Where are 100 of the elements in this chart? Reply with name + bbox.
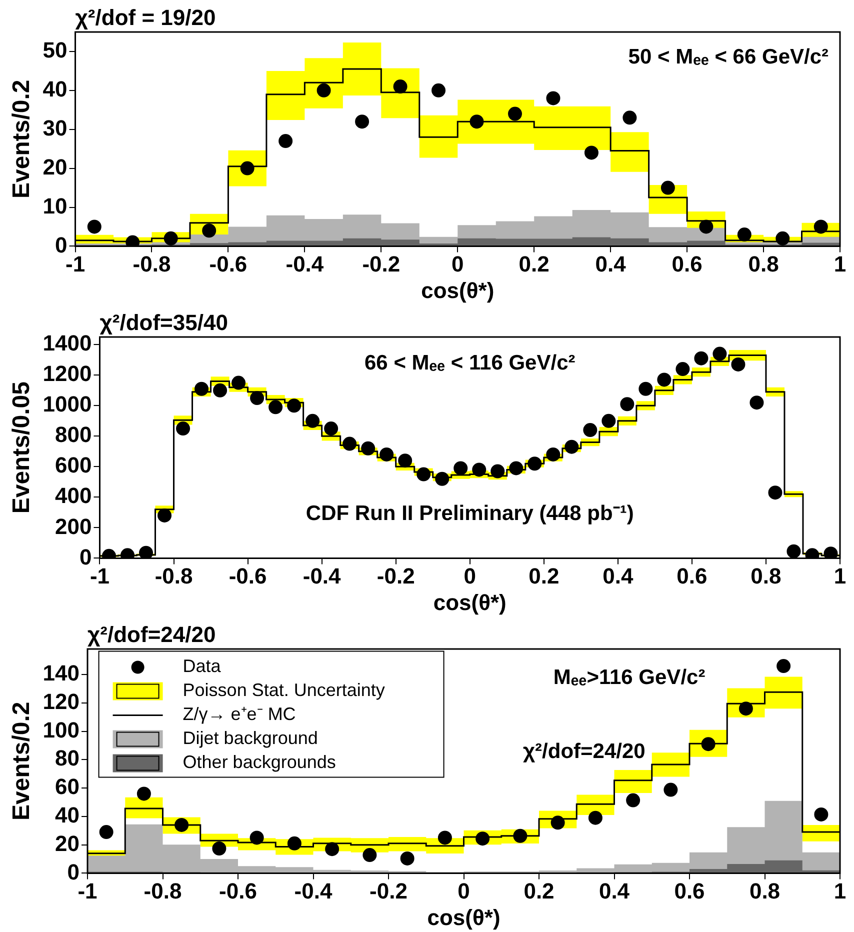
- x-tick-label: 0.4: [598, 878, 630, 904]
- y-tick-label: 800: [55, 422, 92, 448]
- point: [362, 848, 377, 862]
- y-axis-title: Events/0.05: [8, 382, 36, 514]
- x-tick-label: 0.8: [749, 878, 780, 904]
- point: [287, 836, 302, 850]
- point: [546, 91, 560, 106]
- x-tick-label: -0.8: [132, 251, 171, 276]
- y-tick-label: 100: [42, 717, 80, 742]
- x-tick-label: -0.6: [209, 251, 248, 276]
- chart-title: χ²/dof = 19/20: [75, 5, 216, 30]
- y-tick-label: 0: [55, 232, 68, 258]
- point: [657, 372, 672, 387]
- annotation: 50 < Mₑₑ < 66 GeV/c²: [628, 46, 829, 68]
- x-tick-label: 0.6: [672, 251, 702, 276]
- point: [454, 461, 468, 476]
- x-tick-label: 0.8: [748, 251, 779, 276]
- legend-label: Other backgrounds: [182, 752, 336, 772]
- x-axis-title: cos(θ*): [421, 278, 494, 303]
- x-tick-label: -0.4: [302, 563, 342, 588]
- point: [564, 440, 579, 454]
- point: [731, 357, 746, 372]
- x-tick-label: 0.4: [602, 563, 634, 588]
- point: [490, 464, 505, 478]
- x-tick-label: -1: [90, 563, 110, 588]
- y-tick-label: 1000: [42, 392, 92, 417]
- y-tick-label: 40: [42, 76, 68, 102]
- x-tick-label: 1: [834, 251, 846, 276]
- y-tick-label: 50: [42, 38, 68, 63]
- point: [509, 461, 524, 476]
- point: [472, 462, 486, 477]
- y-tick-label: 80: [55, 746, 80, 771]
- point: [250, 830, 264, 845]
- y-tick-label: 10: [42, 193, 68, 218]
- point: [316, 83, 331, 98]
- x-axis-title: cos(θ*): [427, 904, 500, 930]
- x-tick-label: 0.2: [518, 251, 550, 276]
- point: [212, 842, 226, 856]
- point: [176, 422, 190, 436]
- legend-label: Data: [182, 656, 222, 676]
- point: [622, 110, 637, 125]
- x-tick-label: -0.6: [219, 878, 257, 904]
- point: [232, 376, 246, 390]
- point: [737, 228, 752, 242]
- point: [400, 851, 414, 866]
- point: [250, 391, 264, 406]
- point: [546, 447, 560, 462]
- point: [660, 180, 675, 195]
- x-tick-label: 1: [834, 878, 846, 904]
- point: [664, 782, 678, 797]
- point: [324, 422, 338, 436]
- y-tick-label: 1200: [42, 361, 92, 386]
- y-tick-label: 0: [67, 859, 80, 884]
- y-tick-label: 120: [42, 688, 80, 714]
- annotation: χ²/dof=24/20: [522, 740, 646, 763]
- x-tick-label: 0.8: [750, 563, 782, 588]
- point: [240, 161, 254, 176]
- point: [513, 828, 528, 843]
- point: [158, 508, 172, 522]
- point: [583, 423, 598, 438]
- point: [432, 83, 446, 98]
- point: [306, 414, 320, 428]
- x-tick-label: -0.2: [362, 251, 400, 276]
- y-tick-label: 140: [42, 660, 80, 686]
- point: [287, 398, 302, 413]
- x-tick-label: -0.6: [228, 563, 267, 588]
- point: [139, 546, 154, 558]
- x-tick-label: 0: [452, 251, 464, 276]
- x-tick-label: 0: [458, 878, 470, 904]
- annotation: Mₑₑ>116 GeV/c²: [553, 666, 706, 689]
- x-tick-label: -0.4: [286, 251, 324, 276]
- x-tick-label: -1: [78, 878, 98, 904]
- point: [355, 114, 370, 129]
- point: [416, 467, 431, 482]
- y-tick-label: 1400: [42, 330, 92, 356]
- x-tick-label: -0.8: [154, 563, 193, 588]
- point: [164, 231, 178, 246]
- x-tick-label: 0.4: [595, 251, 627, 276]
- y-axis-title: Events/0.2: [8, 702, 36, 820]
- x-tick-label: -0.2: [376, 563, 415, 588]
- y-tick-label: 600: [55, 452, 92, 478]
- x-axis-title: cos(θ*): [433, 590, 506, 615]
- y-axis-title: Events/0.2: [8, 80, 36, 198]
- point: [380, 447, 394, 462]
- y-tick-label: 60: [55, 774, 80, 800]
- point: [824, 546, 838, 558]
- point: [398, 454, 412, 468]
- point: [676, 362, 690, 376]
- x-tick-label: 0.2: [528, 563, 560, 588]
- y-tick-label: 0: [79, 544, 92, 570]
- point: [438, 830, 452, 845]
- point: [174, 818, 189, 832]
- chart-title: χ²/dof=24/20: [88, 622, 216, 648]
- y-tick-label: 200: [55, 514, 92, 539]
- point: [786, 544, 801, 558]
- y-tick-label: 20: [55, 830, 80, 856]
- point: [584, 146, 598, 160]
- point: [620, 397, 634, 412]
- annotation: 66 < Mₑₑ < 116 GeV/c²: [364, 351, 576, 374]
- legend-label: Dijet background: [182, 728, 318, 748]
